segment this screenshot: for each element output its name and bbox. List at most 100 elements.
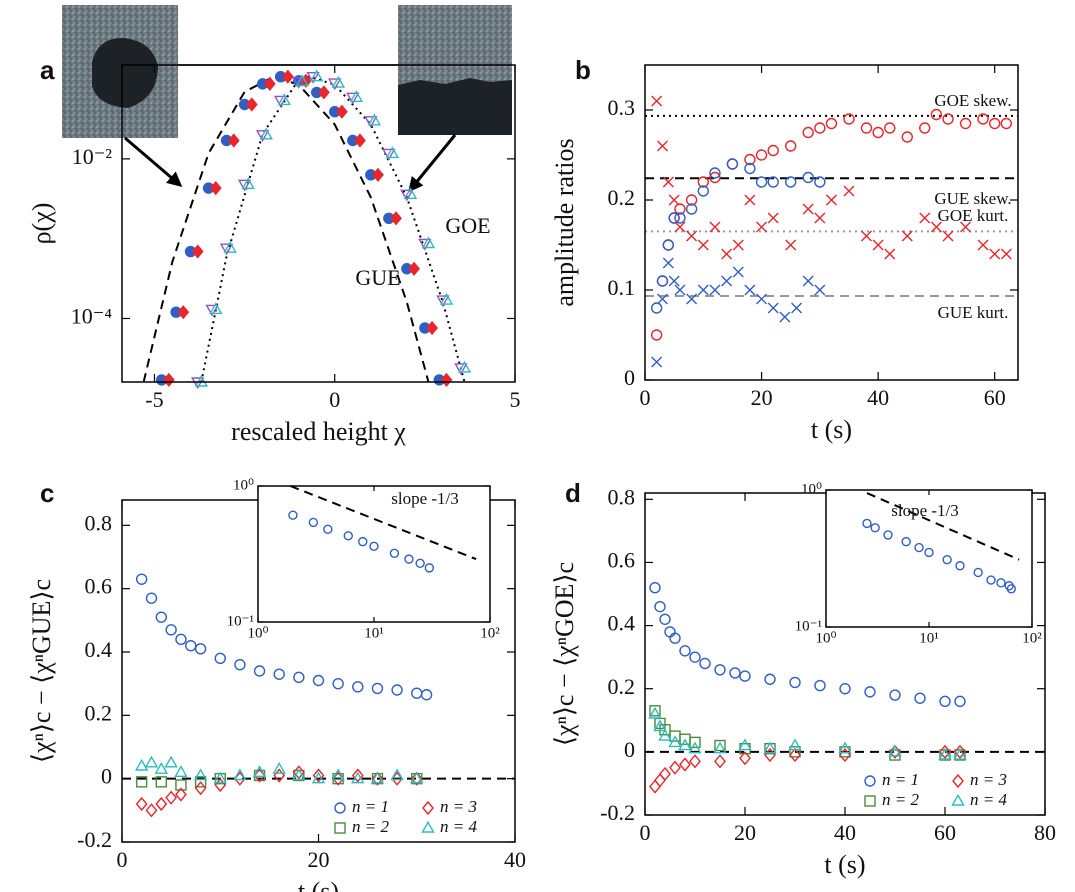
point [194,781,207,796]
point [439,292,454,305]
point [870,523,880,533]
point [679,757,691,772]
point [457,360,472,373]
point [351,768,364,783]
point [954,695,966,708]
point [273,95,288,108]
point [440,372,453,387]
point [259,127,273,140]
arrow [124,136,183,187]
curve [866,492,1020,561]
legend-label: n = 1 [882,770,919,789]
point [721,275,733,287]
point [889,689,901,701]
point [914,542,924,553]
point [162,372,175,387]
y-axis-label: amplitude ratios [550,138,579,306]
point [424,563,435,573]
x-axis-label: t (s) [811,415,852,444]
point [144,755,159,768]
point [739,751,751,766]
x-axis-label: t (s) [824,850,865,879]
point [864,775,876,787]
point [155,611,168,623]
point [919,122,931,134]
point [686,293,698,305]
point [281,69,294,84]
x-tick-label: 40 [834,820,856,845]
point [390,211,402,226]
point [709,167,721,179]
point [385,146,400,159]
point [331,768,345,781]
point [371,771,384,786]
point [1006,584,1017,594]
point [726,158,739,170]
point [205,304,219,317]
y-tick-label: -0.2 [77,827,112,852]
point [756,221,768,233]
point [165,790,178,805]
point [802,171,814,184]
point [954,744,966,759]
annotation: GUE [355,265,400,290]
point [364,116,378,128]
point [656,275,669,287]
point [209,181,222,196]
x-tick-label: -5 [145,387,163,412]
point [421,236,436,249]
point [135,776,148,788]
point [764,673,776,685]
point [814,679,826,692]
point [721,248,733,260]
panel-label: c [40,478,54,508]
point [901,536,911,547]
x-axis-label: t (s) [298,877,339,892]
legend-label: n = 2 [352,817,389,836]
micrograph-flat [398,5,512,135]
point [697,185,709,197]
point [649,705,661,717]
point [744,194,756,206]
point [651,356,663,368]
point [332,677,344,690]
point [713,741,727,754]
point [135,796,148,812]
point [973,567,983,578]
point [214,652,226,665]
point [785,140,797,152]
point [367,113,382,126]
x-tick-label: 10² [480,625,500,641]
legend-label: n = 3 [970,770,1007,789]
point [674,203,686,215]
y-axis-label: ⟨χⁿ⟩c − ⟨χⁿGUE⟩c [27,579,56,763]
point [942,113,954,125]
point [306,72,320,84]
point [658,728,672,741]
point [709,171,721,184]
point [371,682,384,695]
point [674,221,686,233]
point [272,761,286,774]
point [901,131,913,143]
y-tick-label: 0.2 [85,700,113,725]
point [697,239,709,251]
point [789,676,801,689]
point [709,221,721,233]
x-tick-label: 20 [751,385,773,410]
point [930,221,942,233]
point [351,771,365,784]
point [685,194,698,206]
point [755,176,768,188]
point [779,311,791,323]
point [194,643,207,655]
point [234,658,246,671]
arrow [408,134,457,193]
point [659,613,671,625]
point [664,626,676,638]
panel-label: a [40,55,55,85]
y-tick-label: 0 [101,764,112,789]
point [864,795,876,807]
x-tick-label: 80 [1034,820,1056,845]
